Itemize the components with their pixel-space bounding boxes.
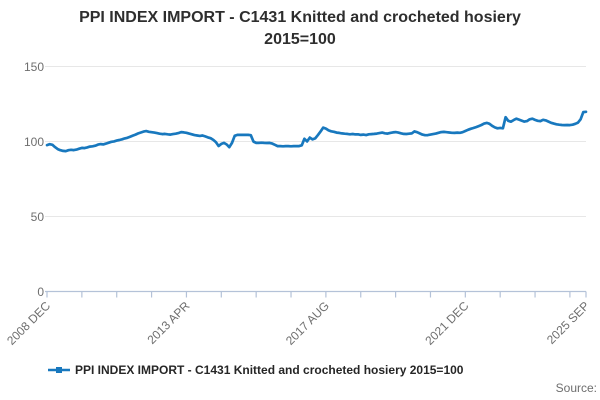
chart-plot: 0 50 100 150 2008 DEC 2013 APR 2017 AUG 2021 DE…	[4, 60, 592, 348]
x-tick-label: 2013 APR	[144, 298, 192, 346]
x-tick-label: 2008 DEC	[4, 298, 53, 347]
x-tick-label: 2025 SEP	[544, 299, 592, 347]
x-tick-label: 2017 AUG	[283, 299, 332, 348]
chart-subtitle: 2015=100	[264, 31, 336, 48]
y-tick-label: 150	[24, 60, 44, 74]
source-label: Source:	[555, 381, 597, 395]
x-tick-label: 2021 DEC	[422, 298, 471, 347]
y-tick-label: 0	[37, 285, 44, 299]
legend-label: PPI INDEX IMPORT - C1431 Knitted and cro…	[75, 363, 464, 377]
y-tick-label: 100	[24, 135, 44, 149]
chart-title: PPI INDEX IMPORT - C1431 Knitted and cro…	[79, 9, 521, 26]
legend: PPI INDEX IMPORT - C1431 Knitted and cro…	[48, 363, 463, 377]
y-tick-label: 50	[31, 210, 45, 224]
legend-line-marker-icon	[48, 367, 70, 373]
series-line	[45, 110, 588, 153]
chart-title-block: PPI INDEX IMPORT - C1431 Knitted and cro…	[0, 7, 600, 51]
